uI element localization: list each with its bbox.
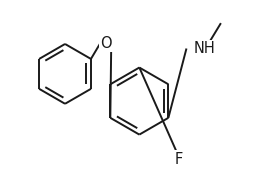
- Text: O: O: [100, 36, 112, 51]
- Text: F: F: [175, 152, 183, 167]
- Text: NH: NH: [194, 41, 215, 56]
